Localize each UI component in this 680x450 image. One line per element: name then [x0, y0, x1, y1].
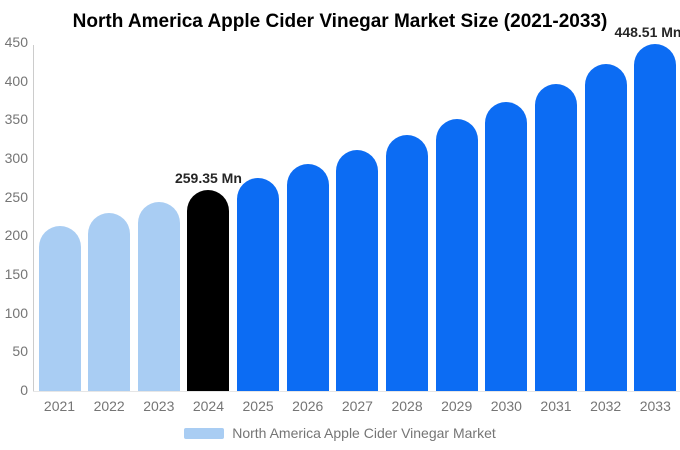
bar-2033[interactable] [634, 44, 677, 391]
x-tick-2021: 2021 [43, 398, 76, 414]
x-tick-2030: 2030 [490, 398, 522, 414]
legend-label: North America Apple Cider Vinegar Market [232, 425, 496, 441]
bar-2030[interactable] [485, 101, 528, 391]
y-tick-350: 350 [4, 111, 28, 128]
y-tick-450: 450 [4, 34, 28, 50]
x-tick-2022: 2022 [93, 398, 125, 414]
y-tick-0: 0 [20, 382, 28, 398]
y-tick-200: 200 [4, 227, 28, 244]
x-tick-2026: 2026 [292, 398, 324, 414]
y-tick-400: 400 [4, 72, 28, 89]
legend-swatch [184, 427, 225, 439]
x-tick-2028: 2028 [391, 398, 423, 414]
legend-item[interactable]: North America Apple Cider Vinegar Market [0, 425, 680, 441]
bar-2026[interactable] [286, 164, 329, 391]
bar-2029[interactable] [435, 119, 478, 391]
value-label-2033: 448.51 Mn [614, 24, 680, 41]
y-axis-line [33, 45, 34, 391]
x-axis-baseline [33, 391, 680, 392]
bar-2025[interactable] [237, 177, 280, 391]
x-tick-2033: 2033 [639, 398, 671, 414]
x-tick-2029: 2029 [441, 398, 473, 414]
bar-2032[interactable] [584, 64, 627, 391]
x-tick-2025: 2025 [242, 398, 274, 414]
bar-2024[interactable] [187, 190, 230, 391]
x-tick-2023: 2023 [143, 398, 175, 414]
bar-2027[interactable] [336, 150, 379, 391]
y-tick-250: 250 [4, 188, 28, 205]
x-tick-2027: 2027 [341, 398, 373, 414]
x-tick-2031: 2031 [540, 398, 572, 414]
x-tick-2032: 2032 [590, 398, 622, 414]
bar-2031[interactable] [535, 83, 577, 391]
bar-2022[interactable] [88, 213, 131, 391]
bar-2028[interactable] [386, 135, 429, 391]
chart-title: North America Apple Cider Vinegar Market… [72, 11, 608, 32]
bar-2021[interactable] [38, 226, 81, 391]
y-tick-300: 300 [4, 150, 28, 166]
y-tick-150: 150 [4, 266, 28, 282]
bar-2023[interactable] [137, 201, 180, 391]
value-label-2024: 259.35 Mn [174, 170, 242, 187]
y-tick-100: 100 [4, 304, 28, 321]
y-tick-50: 50 [12, 343, 28, 360]
x-tick-2024: 2024 [192, 398, 225, 414]
